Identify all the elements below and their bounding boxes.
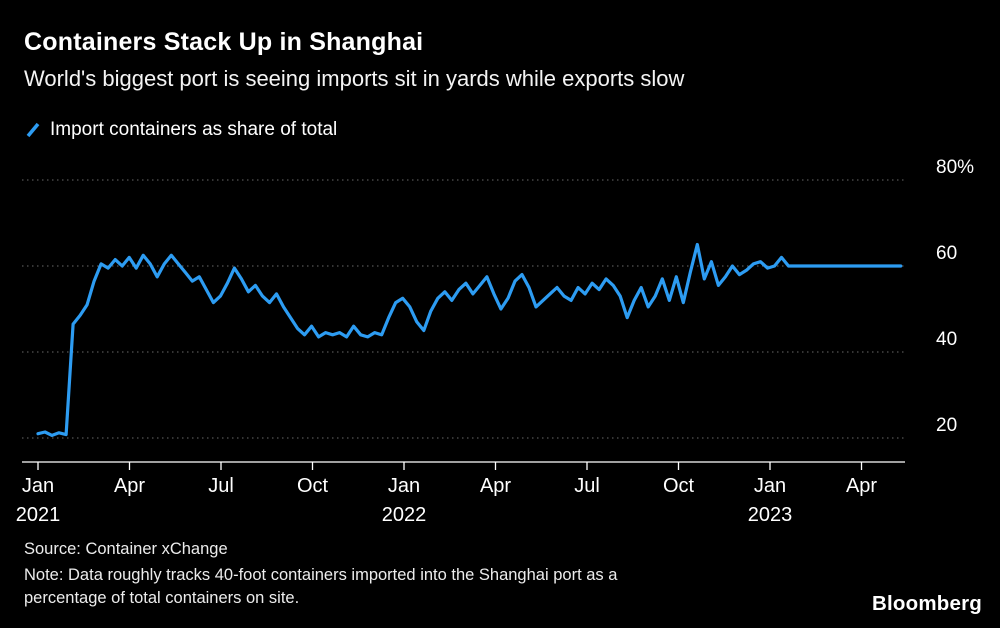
x-tick-label: Jan: [754, 475, 786, 497]
x-tick-label: Jan: [388, 475, 420, 497]
legend: Import containers as share of total: [25, 119, 337, 141]
note-text: Note: Data roughly tracks 40-foot contai…: [24, 566, 618, 608]
legend-label: Import containers as share of total: [50, 119, 338, 140]
source-line: Source: Container xChange: [24, 540, 228, 558]
x-tick-label: Oct: [663, 475, 695, 497]
x-tick-label: Jan: [22, 475, 54, 497]
legend-line-swatch-icon: [25, 121, 41, 139]
y-axis-label-20: 20: [936, 415, 957, 436]
chart-subtitle: World's biggest port is seeing imports s…: [24, 66, 685, 91]
x-year-label: 2022: [382, 504, 427, 526]
x-year-label: 2021: [16, 504, 61, 526]
x-tick-label: Apr: [480, 475, 511, 497]
chart-title: Containers Stack Up in Shanghai: [24, 28, 424, 56]
series-line-import-share: [36, 242, 903, 437]
x-tick-label: Jul: [574, 475, 600, 497]
y-axis-label-60: 60: [936, 243, 957, 264]
x-tick-label: Oct: [297, 475, 329, 497]
x-year-label: 2023: [748, 504, 793, 526]
bloomberg-logo: Bloomberg: [872, 592, 982, 615]
x-tick-label: Jul: [208, 475, 234, 497]
y-axis-label-40: 40: [936, 329, 957, 350]
x-tick-label: Apr: [846, 475, 877, 497]
y-axis-label-80: 80%: [936, 157, 974, 178]
x-tick-label: Apr: [114, 475, 145, 497]
